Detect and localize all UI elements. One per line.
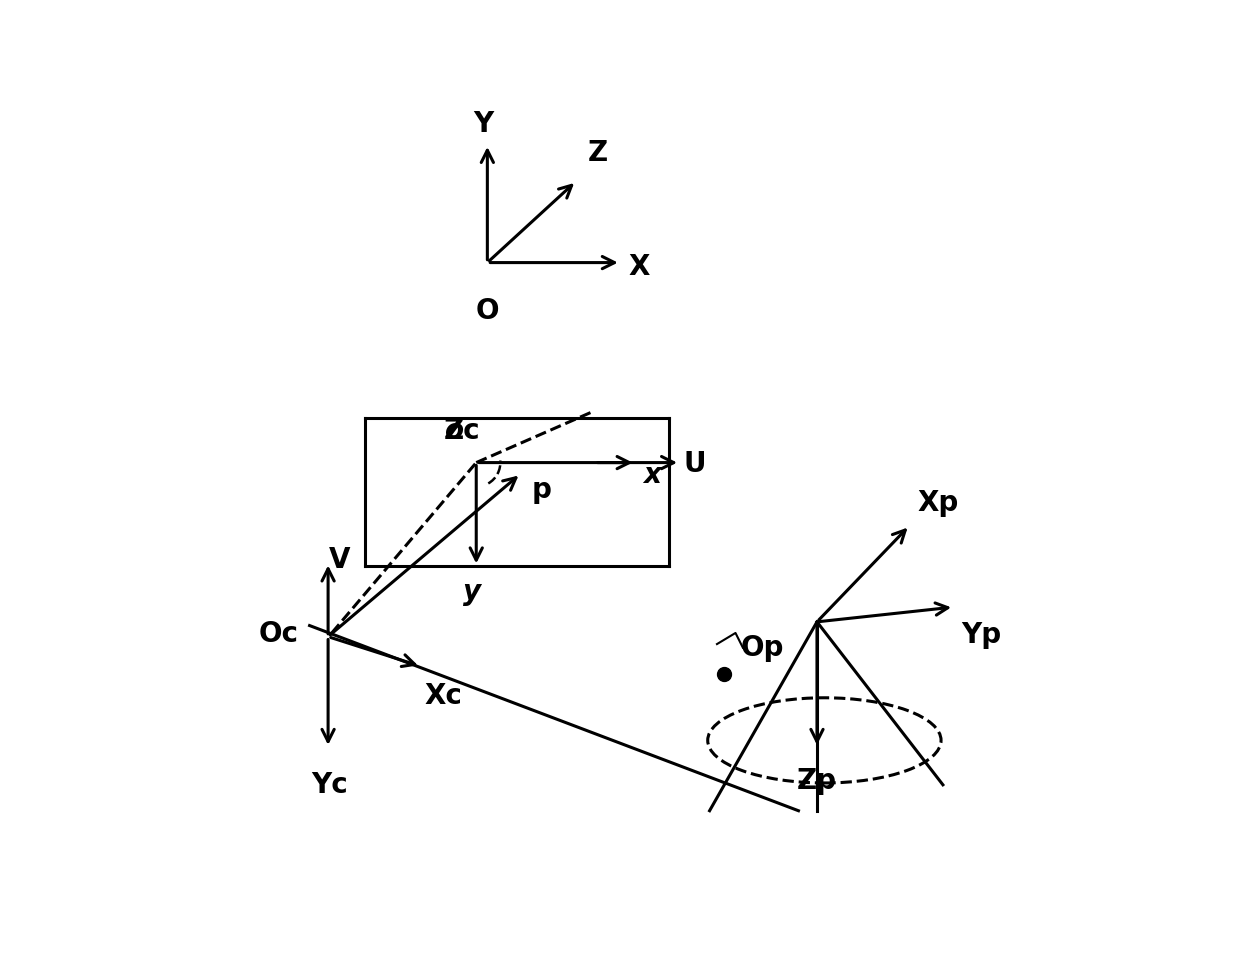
Text: Oc: Oc <box>258 619 299 648</box>
Text: x: x <box>642 460 661 488</box>
Text: O: O <box>476 297 500 325</box>
Text: Y: Y <box>474 110 494 137</box>
Text: Zp: Zp <box>797 767 837 795</box>
Text: o: o <box>444 417 464 445</box>
Text: Zc: Zc <box>444 417 480 445</box>
Text: Xc: Xc <box>424 681 463 709</box>
Text: Yp: Yp <box>961 620 1002 648</box>
Text: Xp: Xp <box>918 488 959 516</box>
Text: p: p <box>532 475 552 503</box>
Text: Yc: Yc <box>311 770 347 799</box>
Text: Op: Op <box>740 633 784 661</box>
Text: U: U <box>683 449 706 477</box>
Text: Z: Z <box>588 139 608 167</box>
Text: X: X <box>629 253 650 281</box>
Text: V: V <box>329 545 351 574</box>
Text: y: y <box>464 578 481 605</box>
